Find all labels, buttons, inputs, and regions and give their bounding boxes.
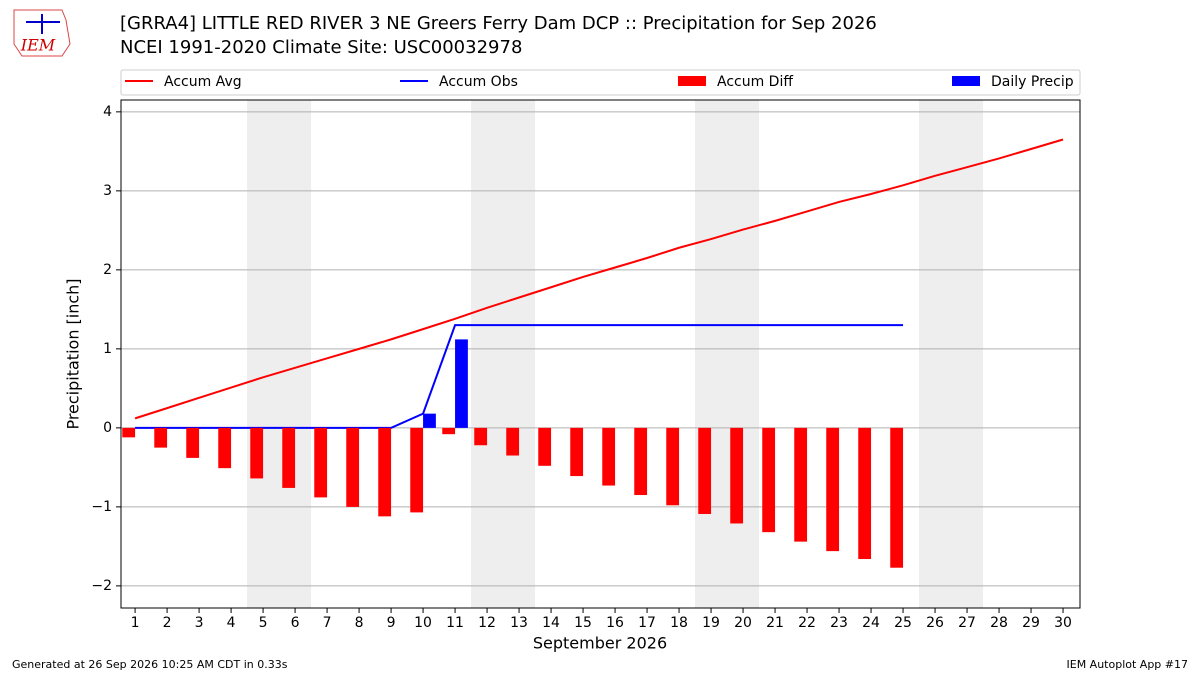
bar <box>410 427 424 513</box>
x-tick-label: 10 <box>414 615 432 631</box>
x-tick-label: 16 <box>606 615 624 631</box>
x-tick-label: 13 <box>510 615 528 631</box>
y-tick-label: 4 <box>103 104 112 120</box>
x-tick-label: 5 <box>259 615 268 631</box>
bar <box>666 427 680 506</box>
y-tick-label: 3 <box>103 183 112 199</box>
y-axis-label: Precipitation [inch] <box>64 278 83 429</box>
line <box>135 324 904 429</box>
y-tick-label: 0 <box>103 420 112 436</box>
legend-box <box>120 69 1081 96</box>
y-tick-label: −2 <box>91 578 112 594</box>
x-tick-label: 28 <box>990 615 1008 631</box>
bar <box>634 427 648 496</box>
x-axis-label: September 2026 <box>533 634 667 653</box>
weekend-shade <box>247 100 312 608</box>
logo: IEM <box>13 9 71 57</box>
weekend-shade <box>471 100 536 608</box>
weekend-shade <box>919 100 984 608</box>
x-tick-label: 19 <box>702 615 720 631</box>
bar <box>423 413 436 428</box>
x-tick-label: 24 <box>862 615 880 631</box>
bar <box>698 427 712 514</box>
bar <box>250 427 264 479</box>
x-tick-label: 30 <box>1054 615 1072 631</box>
x-tick-label: 12 <box>478 615 496 631</box>
logo-text: IEM <box>20 36 56 55</box>
legend-label: Daily Precip <box>991 74 1074 90</box>
x-tick-label: 15 <box>574 615 592 631</box>
y-tick-label: 2 <box>103 262 112 278</box>
bar <box>826 427 840 552</box>
footer-right: IEM Autoplot App #17 <box>1067 658 1189 671</box>
legend-label: Accum Diff <box>717 74 793 90</box>
bar <box>602 427 616 486</box>
bar <box>506 427 520 456</box>
y-tick-label: −1 <box>91 499 112 515</box>
bar <box>154 427 168 448</box>
x-tick-label: 17 <box>638 615 656 631</box>
x-tick-label: 7 <box>323 615 332 631</box>
bar <box>314 427 328 498</box>
y-tick-label: 1 <box>103 341 112 357</box>
bar <box>730 427 744 524</box>
x-tick-label: 25 <box>894 615 912 631</box>
x-tick-label: 9 <box>387 615 396 631</box>
bar <box>218 427 232 469</box>
x-tick-label: 14 <box>542 615 560 631</box>
bar <box>762 427 776 533</box>
x-tick-label: 20 <box>734 615 752 631</box>
chart-title: [GRRA4] LITTLE RED RIVER 3 NE Greers Fer… <box>120 13 877 34</box>
plot-frame <box>120 99 1081 609</box>
bar <box>122 427 136 438</box>
legend-label: Accum Avg <box>164 74 242 90</box>
bar <box>346 427 360 507</box>
bar <box>858 427 872 560</box>
chart-subtitle: NCEI 1991-2020 Climate Site: USC00032978 <box>120 37 522 58</box>
x-tick-label: 27 <box>958 615 976 631</box>
legend-label: Accum Obs <box>439 74 518 90</box>
bar <box>442 427 456 435</box>
bar <box>538 427 552 466</box>
bar <box>474 427 488 446</box>
x-tick-label: 26 <box>926 615 944 631</box>
legend-swatch <box>952 76 980 86</box>
line <box>134 138 1064 420</box>
footer-left: Generated at 26 Sep 2026 10:25 AM CDT in… <box>12 658 288 671</box>
x-tick-label: 22 <box>798 615 816 631</box>
x-tick-label: 3 <box>195 615 204 631</box>
x-tick-label: 1 <box>131 615 140 631</box>
x-tick-label: 21 <box>766 615 784 631</box>
bar <box>455 339 468 428</box>
x-tick-label: 6 <box>291 615 300 631</box>
legend-swatch <box>678 76 706 86</box>
bar <box>794 427 808 542</box>
x-tick-label: 11 <box>446 615 464 631</box>
x-tick-label: 8 <box>355 615 364 631</box>
x-tick-label: 23 <box>830 615 848 631</box>
x-tick-label: 18 <box>670 615 688 631</box>
x-tick-label: 2 <box>163 615 172 631</box>
bar <box>186 427 200 458</box>
weekend-shade <box>695 100 760 608</box>
bar <box>378 427 392 517</box>
bar <box>282 427 296 488</box>
x-tick-label: 4 <box>227 615 236 631</box>
bar <box>890 427 904 568</box>
x-tick-label: 29 <box>1022 615 1040 631</box>
bar <box>570 427 584 477</box>
